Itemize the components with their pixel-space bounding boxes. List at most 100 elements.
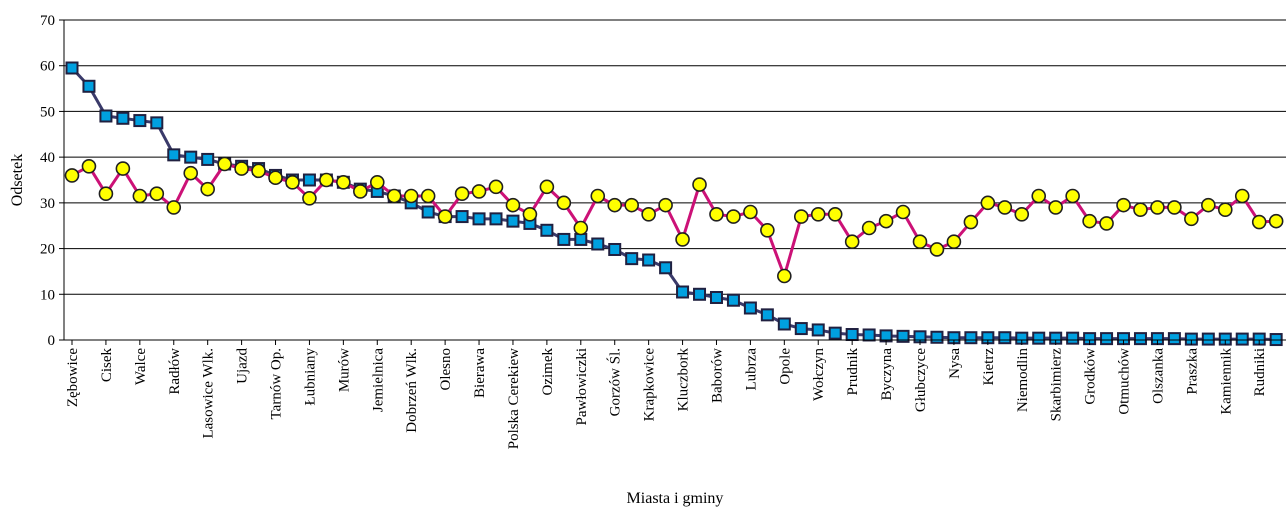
series-2	[64, 156, 1284, 284]
series-2-point	[1014, 206, 1030, 222]
x-tick-label: Praszka	[1184, 348, 1200, 395]
series-2-point	[1031, 188, 1047, 204]
x-tick-label: Radłów	[167, 348, 183, 395]
series-2-point	[285, 174, 300, 190]
series-1-point	[659, 261, 673, 275]
series-2-point	[336, 174, 351, 190]
series-1-point	[1167, 332, 1181, 346]
series-2-point	[641, 206, 656, 222]
series-1-point	[676, 285, 690, 299]
series-2-point	[64, 168, 80, 183]
y-tick-label: 70	[40, 13, 55, 29]
x-tick-label: Kamiennik	[1218, 348, 1234, 415]
series-2-point	[1116, 197, 1131, 213]
x-tick-label: Bierawa	[472, 348, 488, 398]
series-1-point	[421, 205, 435, 219]
x-tick-label: Kietrz	[981, 348, 997, 386]
series-2-point	[1065, 188, 1080, 204]
x-tick-label: Głubczyce	[913, 348, 929, 412]
series-1-point	[540, 223, 554, 237]
series-2-point	[1217, 202, 1233, 218]
y-tick-label: 10	[40, 287, 55, 303]
series-1-point	[506, 214, 520, 228]
x-tick-label: Baborów	[709, 348, 725, 403]
series-1-point	[642, 253, 656, 267]
axes	[63, 20, 1286, 341]
series-2-point	[709, 206, 724, 222]
series-2-point	[912, 234, 928, 250]
series-2-point	[946, 234, 962, 250]
x-tick-label: Gorzów Śl.	[607, 348, 624, 416]
series-1-point	[811, 323, 825, 337]
series-2-point	[675, 232, 690, 247]
x-tick-label: Olesno	[438, 348, 454, 391]
series-2-point	[878, 213, 894, 229]
series-2-point	[149, 186, 165, 202]
series-2-point	[1167, 200, 1182, 215]
series-1-point	[625, 252, 639, 266]
series-2-point	[827, 206, 843, 222]
series-1-point	[845, 328, 859, 342]
x-tick-label: Dobrzeń Wlk.	[404, 348, 420, 433]
x-tick-label: Łubniany	[302, 348, 318, 406]
series-1-point	[930, 330, 944, 344]
series-1-point	[65, 61, 79, 75]
series-1-point	[828, 326, 842, 340]
series-2-point	[1201, 197, 1216, 213]
series-2-point	[1150, 200, 1165, 215]
x-tick-label: Nysa	[947, 348, 963, 379]
series-2-point	[420, 188, 436, 204]
series-2-point	[115, 161, 131, 176]
series-2-point	[624, 197, 639, 213]
series-2-point	[251, 163, 266, 179]
x-tick-label: Kluczbork	[676, 348, 692, 412]
series-1-point	[760, 308, 774, 322]
series-1-point	[693, 287, 707, 301]
series-2-point	[319, 172, 334, 188]
y-axis-title: Odsetek	[9, 154, 26, 206]
series-2-point	[692, 177, 707, 192]
gridlines	[64, 19, 1286, 295]
series-2-point	[997, 200, 1013, 215]
y-tick-label: 50	[40, 104, 55, 120]
series-2-point	[166, 200, 182, 215]
x-tick-label: Grodków	[1083, 348, 1099, 405]
series-1-point	[1032, 331, 1046, 345]
series-2-point	[302, 190, 317, 206]
x-tick-label: Polska Cerekiew	[506, 348, 522, 449]
series-1	[65, 61, 1283, 347]
series-2-point	[1099, 216, 1114, 231]
series-2-point	[1234, 188, 1250, 204]
series-2-point	[522, 206, 538, 222]
series-1-point	[455, 210, 469, 224]
series-2-point	[760, 222, 775, 238]
series-2-point	[200, 181, 215, 197]
series-1-point	[116, 111, 130, 125]
x-tick-label: Lasowice Wlk.	[201, 348, 217, 439]
series-2-point	[556, 195, 572, 211]
series-1-point	[743, 301, 757, 315]
y-tick-label: 0	[48, 333, 56, 349]
x-tick-label: Wołczyn	[811, 348, 827, 401]
x-tick-label: Skarbimierz	[1049, 348, 1065, 422]
series-2-point	[353, 184, 368, 199]
series-1-point	[964, 331, 978, 345]
series-1-point	[302, 173, 316, 187]
x-tick-label: Pawłowiczki	[574, 348, 590, 425]
x-tick-label: Jemielnica	[370, 348, 386, 412]
y-tick-label: 40	[40, 150, 55, 166]
x-tick-label: Prudnik	[845, 348, 861, 396]
series-1-point	[1066, 331, 1080, 345]
series-1-point	[557, 232, 571, 246]
series-1-point	[150, 116, 164, 130]
series-2-point	[539, 179, 555, 195]
series-2-point	[132, 188, 148, 204]
x-tick-label: Lubrza	[743, 348, 759, 391]
x-tick-label: Walce	[133, 348, 149, 385]
x-tick-label: Cisek	[99, 348, 115, 383]
series-2-point	[743, 204, 758, 220]
x-tick-label: Rudniki	[1252, 348, 1268, 396]
series-1-point	[726, 293, 740, 307]
y-tick-labels: 0 10 20 30 40 50 60 70	[40, 13, 64, 349]
